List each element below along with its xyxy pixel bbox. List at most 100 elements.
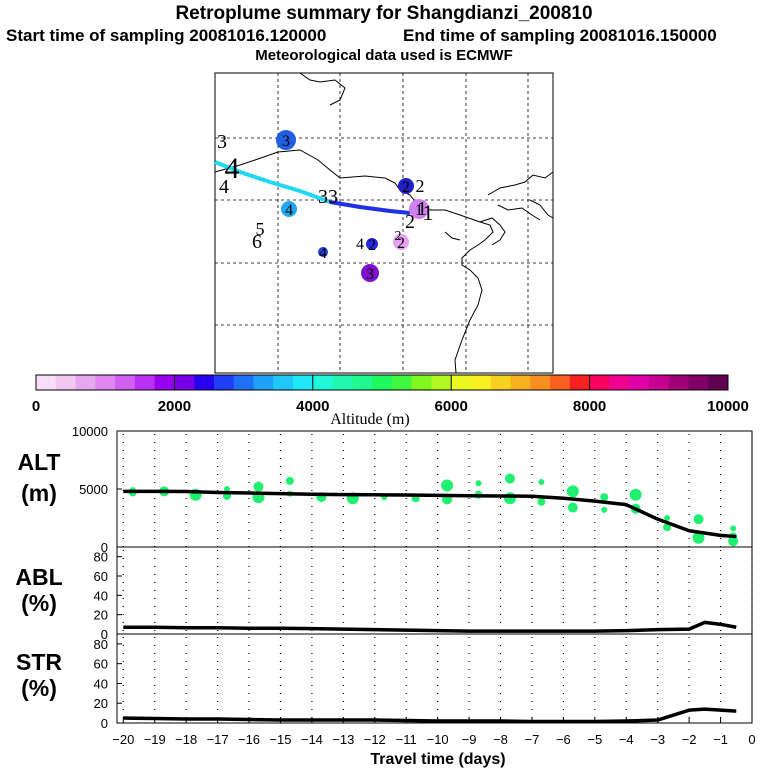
colorbar-tick-label: 4000	[296, 398, 329, 415]
x-tick-label: −20	[112, 732, 134, 747]
alt-scatter-point	[664, 515, 671, 521]
series-line-alt	[123, 489, 737, 539]
colorbar-cell	[372, 375, 393, 390]
x-tick-label: −19	[144, 732, 166, 747]
colorbar-cell	[550, 375, 571, 390]
y-tick-label: 40	[94, 588, 108, 603]
alt-scatter-point	[692, 531, 705, 544]
colorbar-cell	[332, 375, 353, 390]
alt-scatter-point	[503, 492, 516, 505]
colorbar-cell	[293, 375, 314, 390]
map-frame	[214, 72, 554, 374]
colorbar-cell	[273, 375, 294, 390]
colorbar-cell	[194, 375, 215, 390]
y-tick-label: 60	[94, 569, 108, 584]
colorbar-cell	[36, 375, 57, 390]
panel-abl: ABL(%) 80 60 40 20 0	[15, 546, 753, 642]
colorbar-tick-label: 0	[32, 398, 40, 415]
map-marker-label: 4	[285, 202, 293, 219]
colorbar-cell	[174, 375, 195, 390]
alt-scatter-point	[538, 479, 545, 486]
map-trajectory-label: 5	[256, 219, 265, 239]
map-marker	[366, 238, 378, 250]
y-tick-label: 0	[101, 716, 108, 731]
alt-scatter-point	[567, 502, 578, 513]
colorbar-cell	[115, 375, 136, 390]
colorbar-cell	[134, 375, 156, 390]
map-marker	[361, 264, 379, 282]
alt-scatter-point	[728, 536, 739, 547]
x-tick-label: −16	[238, 732, 260, 747]
map-trajectory-label: 2	[416, 176, 425, 196]
map-marker-label: 4	[319, 245, 327, 262]
start-time: Start time of sampling 20081016.120000	[6, 26, 327, 45]
map-trajectory-label: 2	[395, 229, 402, 244]
panel-ylabel: ABL	[15, 564, 62, 590]
alt-scatter-point	[730, 525, 737, 532]
x-tick-label: 0	[748, 732, 755, 747]
map-marker	[318, 247, 328, 257]
colorbar-cell	[629, 375, 650, 390]
alt-scatter-point	[600, 493, 609, 502]
map-trajectory-label: 1	[417, 198, 427, 220]
alt-scatter-point	[566, 485, 579, 498]
x-tick-label: −15	[269, 732, 291, 747]
x-tick-label: −18	[175, 732, 197, 747]
colorbar-tick-label: 2000	[158, 398, 191, 415]
colorbar-tick-label: 10000	[707, 398, 749, 415]
x-tick-label: −14	[301, 732, 323, 747]
map-marker-label: 1	[415, 202, 423, 219]
y-tick-label: 20	[94, 696, 108, 711]
colorbar-cell	[391, 375, 413, 390]
y-tick-label: 5000	[79, 482, 108, 497]
alt-scatter-point	[441, 479, 454, 492]
panel-alt: ALT (m) 10000 5000 0	[17, 424, 753, 555]
x-tick-label: −10	[427, 732, 449, 747]
map-marker-label: 3	[282, 133, 290, 150]
y-tick-label: 80	[94, 637, 108, 652]
colorbar-cell	[530, 375, 551, 390]
x-axis: Travel time (days) −20 −19 −18 −17 −16 −15 −14…	[112, 718, 756, 768]
map-trajectory-label: 4	[356, 236, 364, 253]
alt-scatter-point	[475, 480, 482, 487]
panel-ylabel: (m)	[21, 480, 57, 506]
colorbar-cell	[154, 375, 175, 390]
map-trajectory-label: 4	[219, 176, 229, 198]
alt-scatter-point	[285, 476, 294, 485]
colorbar-cell	[510, 375, 531, 390]
alt-scatter-point	[253, 481, 264, 492]
colorbar-tick-label: 8000	[573, 398, 606, 415]
colorbar-cell	[312, 375, 334, 390]
colorbar-cell	[668, 375, 689, 390]
alt-scatter-point	[224, 486, 231, 492]
colorbar-cell	[569, 375, 591, 390]
colorbar-cell	[431, 375, 452, 390]
x-tick-label: −6	[556, 732, 571, 747]
colorbar-cell	[688, 375, 709, 390]
end-time: End time of sampling 20081016.150000	[403, 26, 717, 45]
x-tick-label: −2	[682, 732, 697, 747]
map-marker	[393, 234, 409, 250]
map-trajectory-label: 3	[217, 131, 227, 153]
x-tick-label: −1	[713, 732, 728, 747]
colorbar-label: Altitude (m)	[330, 411, 410, 428]
map-trajectory-label: 2	[405, 211, 415, 233]
coastlines	[214, 72, 554, 374]
colorbar-cell	[708, 375, 729, 390]
map-trajectory-label: 1	[423, 200, 434, 225]
x-tick-label: −5	[587, 732, 602, 747]
x-tick-label: −13	[332, 732, 354, 747]
x-tick-label: −17	[207, 732, 229, 747]
map-grid	[215, 73, 553, 373]
colorbar-cell	[95, 375, 116, 390]
alt-scatter-point	[663, 523, 672, 532]
colorbar-cell	[609, 375, 630, 390]
map-marker-label: 2	[402, 179, 410, 196]
colorbar-cell	[75, 375, 96, 390]
x-tick-label: −12	[364, 732, 386, 747]
panel-ylabel: (%)	[21, 590, 57, 616]
met-data-label: Meteorological data used is ECMWF	[255, 47, 513, 64]
